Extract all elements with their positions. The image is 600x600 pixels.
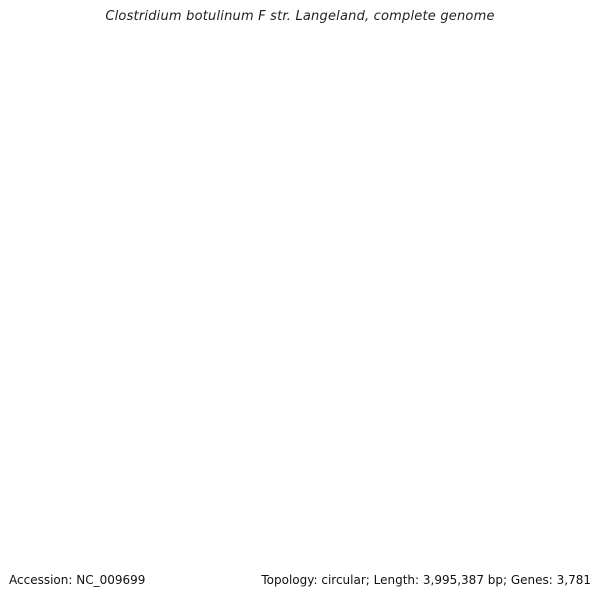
genome-summary-text: Topology: circular; Length: 3,995,387 bp… (261, 573, 591, 587)
map-title: Clostridium botulinum F str. Langeland, … (105, 9, 495, 24)
accession-text: Accession: NC_009699 (9, 573, 146, 587)
reverse-strand-track (402, 0, 600, 53)
scale-tick-track (247, 0, 600, 181)
